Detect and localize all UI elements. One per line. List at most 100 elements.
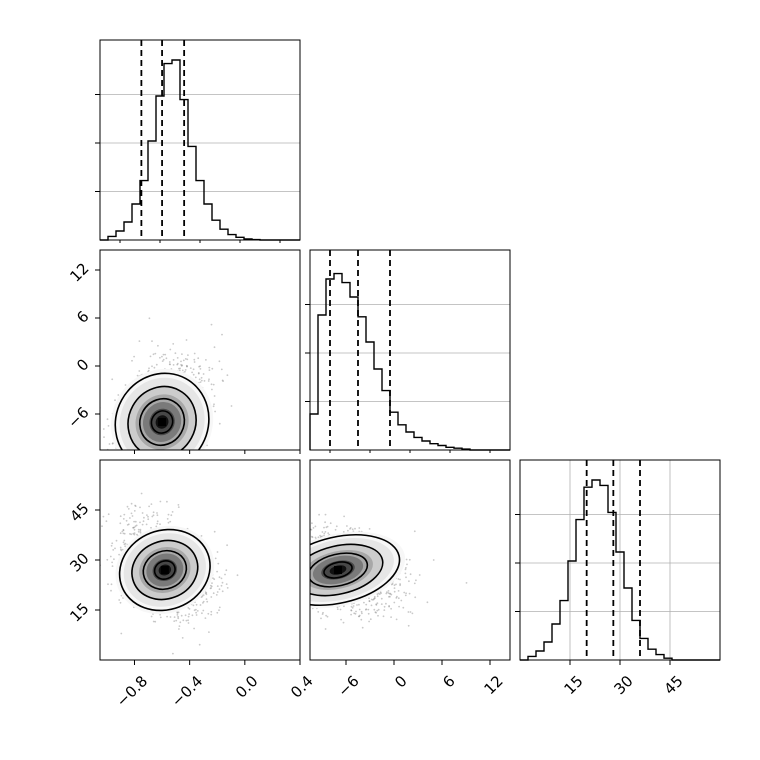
scatter-point: [406, 563, 408, 566]
scatter-point: [216, 591, 219, 593]
scatter-point: [137, 530, 140, 533]
scatter-point: [197, 465, 199, 467]
scatter-point: [395, 618, 398, 621]
scatter-point: [397, 590, 400, 592]
scatter-point: [149, 469, 151, 471]
scatter-point: [269, 556, 271, 558]
scatter-point: [323, 534, 325, 537]
scatter-point: [183, 455, 185, 457]
scatter-point: [176, 363, 179, 366]
scatter-point: [304, 565, 306, 567]
scatter-point: [355, 610, 357, 613]
scatter-point: [282, 552, 284, 554]
scatter-point: [175, 467, 177, 469]
scatter-point: [103, 436, 105, 438]
scatter-point: [125, 519, 128, 522]
scatter-point: [114, 399, 116, 402]
scatter-point: [169, 348, 172, 351]
scatter-point: [154, 455, 156, 457]
scatter-point: [130, 466, 132, 468]
scatter-point: [200, 376, 203, 379]
scatter-point: [302, 571, 304, 573]
scatter-point: [166, 461, 168, 463]
scatter-point: [126, 502, 128, 504]
scatter-point: [144, 452, 146, 454]
scatter-point: [303, 565, 305, 567]
scatter-point: [293, 515, 295, 517]
scatter-point: [130, 461, 132, 463]
scatter-point: [112, 442, 114, 444]
scatter-point: [397, 597, 400, 600]
contour-line-1: [131, 539, 199, 601]
scatter-point: [177, 611, 180, 614]
scatter-point: [159, 523, 161, 526]
scatter-point: [303, 558, 305, 560]
grid: [520, 460, 720, 660]
scatter-point: [198, 451, 200, 453]
scatter-point: [186, 365, 188, 368]
scatter-point: [150, 461, 152, 463]
scatter-point: [129, 533, 131, 535]
scatter-point: [203, 380, 206, 382]
scatter-point: [306, 581, 308, 583]
scatter-point: [270, 503, 272, 505]
scatter-point: [137, 453, 139, 455]
scatter-point: [377, 614, 379, 617]
scatter-point: [109, 555, 112, 558]
scatter-point: [112, 549, 115, 551]
scatter-point: [162, 358, 165, 361]
scatter-point: [297, 516, 299, 518]
scatter-point: [157, 463, 159, 465]
scatter-point: [145, 461, 147, 463]
scatter-point: [296, 592, 298, 594]
scatter-point: [153, 455, 155, 457]
scatter-point: [156, 490, 158, 492]
scatter-point: [385, 592, 388, 595]
scatter-point: [265, 515, 267, 517]
scatter-point: [108, 443, 111, 445]
scatter-point: [221, 379, 224, 382]
scatter-point: [343, 515, 345, 518]
scatter-point: [301, 576, 303, 578]
scatter-point: [137, 455, 139, 457]
scatter-point: [146, 514, 148, 516]
scatter-point: [140, 492, 143, 495]
scatter-point: [193, 358, 196, 361]
scatter-point: [340, 618, 342, 621]
scatter-point: [158, 470, 160, 472]
scatter-point: [187, 622, 190, 624]
scatter-point: [386, 591, 388, 593]
scatter-point: [347, 529, 349, 532]
scatter-point: [317, 611, 320, 613]
scatter-point: [426, 601, 429, 604]
scatter-point: [104, 482, 106, 484]
scatter-point: [174, 480, 176, 482]
scatter-point: [120, 549, 123, 552]
scatter-point: [141, 512, 144, 514]
scatter-point: [154, 352, 157, 355]
histogram-bars: [100, 59, 300, 241]
scatter-point: [306, 572, 308, 574]
scatter-point: [119, 456, 121, 458]
scatter-point: [306, 529, 308, 531]
scatter-point: [408, 580, 410, 583]
scatter-point: [134, 525, 137, 528]
scatter-point: [159, 616, 162, 619]
scatter-point: [279, 522, 281, 524]
scatter-point: [134, 478, 136, 480]
scatter-point: [102, 515, 105, 518]
scatter-point: [282, 555, 284, 557]
scatter-point: [164, 353, 167, 356]
scatter-point: [409, 611, 412, 613]
scatter-point: [388, 592, 391, 595]
scatter-point: [208, 366, 211, 369]
scatter-point: [311, 536, 314, 539]
scatter-point: [176, 357, 179, 359]
scatter-point: [138, 370, 141, 372]
scatter-point: [142, 520, 145, 523]
scatter-point: [405, 576, 407, 579]
scatter-point: [350, 609, 353, 611]
scatter-point: [312, 527, 315, 529]
y-tick-label: 6: [73, 307, 92, 326]
